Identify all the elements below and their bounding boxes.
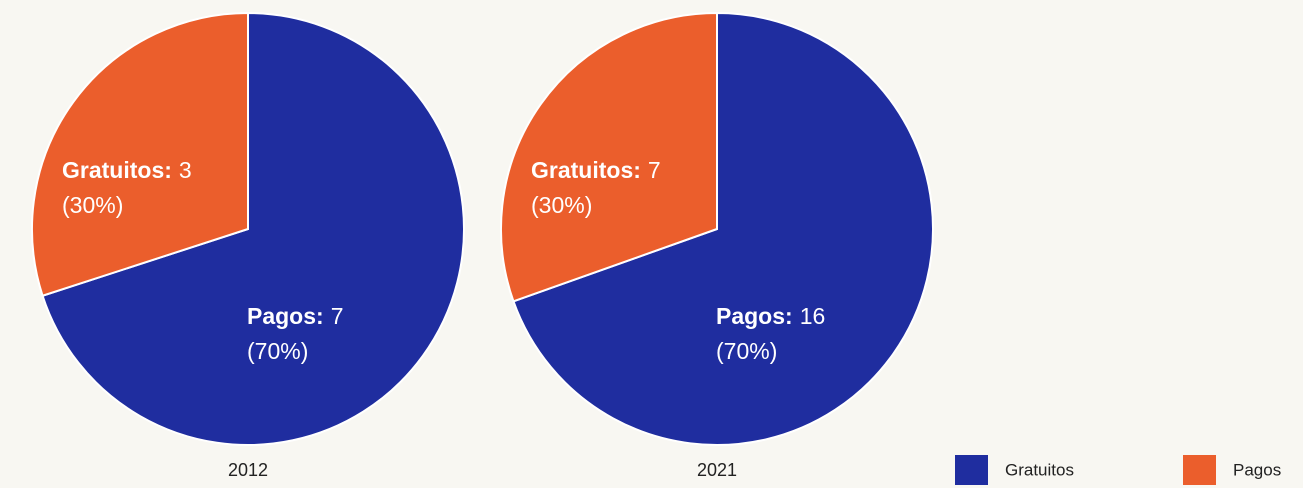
slice-percent: (30%) <box>62 192 123 218</box>
slice-label: Gratuitos: 7 <box>531 157 661 183</box>
slice-percent: (70%) <box>716 338 777 364</box>
legend-label: Gratuitos <box>1005 460 1074 479</box>
slice-value: 7 <box>648 157 661 183</box>
slice-name: Gratuitos: <box>62 157 172 183</box>
slice-label: Pagos: 7 <box>247 303 343 329</box>
slice-value: 3 <box>179 157 192 183</box>
pie-slice <box>500 11 718 303</box>
slice-value: 16 <box>800 303 826 329</box>
slice-name: Gratuitos: <box>531 157 641 183</box>
pie-title: 2021 <box>697 460 737 480</box>
pie-slice <box>41 11 465 446</box>
slice-name: Pagos: <box>716 303 793 329</box>
legend-swatch <box>955 455 988 485</box>
pie-slice <box>31 11 249 298</box>
pie-slice <box>512 11 934 446</box>
slice-value: 7 <box>331 303 344 329</box>
slice-name: Pagos: <box>247 303 324 329</box>
slice-label: Gratuitos: 3 <box>62 157 192 183</box>
slice-percent: (70%) <box>247 338 308 364</box>
legend-swatch <box>1183 455 1216 485</box>
slice-label: Pagos: 16 <box>716 303 825 329</box>
pie-title: 2012 <box>228 460 268 480</box>
legend-label: Pagos <box>1233 460 1281 479</box>
slice-percent: (30%) <box>531 192 592 218</box>
